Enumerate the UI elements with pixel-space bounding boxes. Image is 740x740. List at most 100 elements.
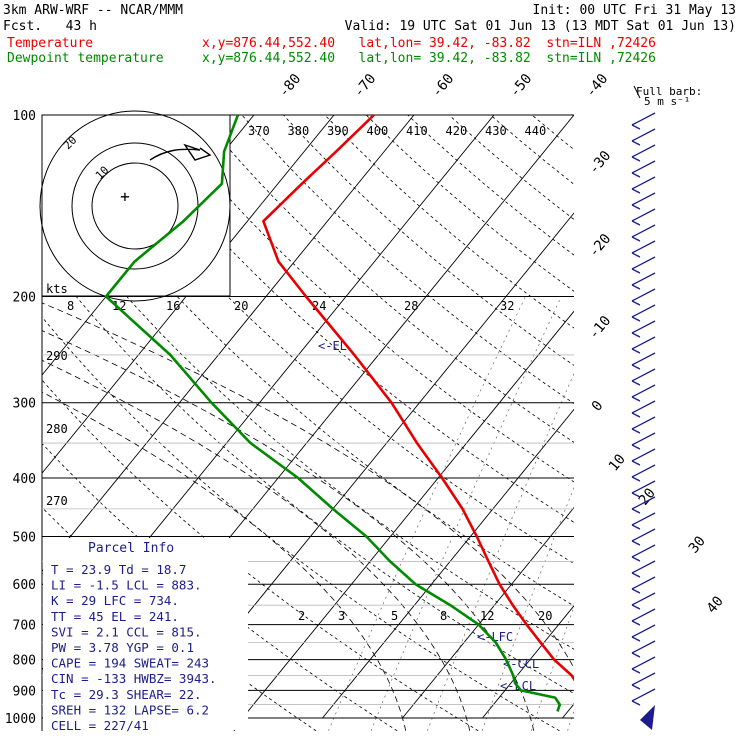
mixing-ratio-label: 28 (404, 299, 418, 313)
wind-barb (631, 576, 656, 594)
mixing-ratio-label: 20 (234, 299, 248, 313)
pressure-tick-label: 1000 (5, 712, 36, 727)
wind-barb (631, 480, 656, 498)
wind-barb (631, 528, 656, 546)
wind-barb (631, 368, 656, 386)
parcel-info-title: Parcel Info (88, 541, 174, 556)
isotherm-label: -10 (586, 313, 615, 343)
init-time: Init: 00 UTC Fri 31 May 13 (532, 3, 737, 18)
wind-barb (631, 112, 656, 130)
dry-adiabat-line (365, 115, 574, 292)
dry-adiabat-line (490, 115, 574, 185)
parcel-info-row: PW = 3.78 YGP = 0.1 (51, 640, 194, 655)
parcel-info-row: TT = 45 EL = 241. (51, 609, 179, 624)
isotherm-line (402, 506, 574, 719)
model-title: 3km ARW-WRF -- NCAR/MMM (3, 3, 184, 18)
mixing-ratio-line (427, 372, 574, 731)
wind-barb (631, 416, 656, 434)
parcel-info-row: CIN = -133 HWBZ= 3943. (51, 671, 217, 686)
wind-barb (631, 464, 656, 482)
isotherm-label: 0 (589, 398, 607, 415)
parcel-info-row: CELL = 227/41 (51, 718, 149, 733)
wind-barb (631, 320, 656, 338)
wind-barb (631, 544, 656, 562)
parcel-info-row: CAPE = 194 SWEAT= 243 (51, 656, 209, 671)
moist-adiabat-line (42, 302, 574, 669)
mixing-ratio-label: 12 (112, 299, 126, 313)
mixing-ratio-label: 16 (166, 299, 180, 313)
barb-key-line1: Full barb: (636, 85, 702, 98)
wind-barb (631, 336, 656, 354)
dry-adiabat-line (158, 115, 574, 483)
dry-adiabat-label: 290 (46, 349, 68, 363)
wind-barb (631, 144, 656, 162)
mixing-ratio-line (567, 709, 574, 731)
dry-adiabat-line (42, 253, 574, 694)
wind-barb (631, 656, 656, 674)
dewpoint-profile (104, 115, 562, 712)
mixing-ratio-label: 8 (440, 609, 447, 623)
barb-key-icon (633, 85, 641, 99)
wind-barb (631, 400, 656, 418)
wind-barb (631, 560, 656, 578)
valid-time: Valid: 19 UTC Sat 01 Jun 13 (13 MDT Sat … (344, 19, 736, 34)
dry-adiabat-line (117, 115, 574, 523)
mixing-ratio-label: 8 (67, 299, 74, 313)
pressure-tick-label: 300 (13, 397, 36, 412)
hodograph-ring (39, 110, 231, 302)
theta-label: 420 (446, 124, 468, 138)
wind-barb (631, 304, 656, 322)
legend-temperature-location: x,y=876.44,552.40 lat,lon= 39.42, -83.82… (202, 36, 656, 51)
mixing-ratio-label: 3 (338, 609, 345, 623)
parcel-info-row: SVI = 2.1 CCL = 815. (51, 624, 202, 639)
hodograph-trace (149, 143, 212, 161)
mixing-ratio-line (596, 297, 740, 731)
wind-barb (631, 224, 656, 242)
wind-barb (631, 688, 656, 706)
mixing-ratio-line (370, 296, 562, 731)
isotherm-line (42, 115, 335, 474)
theta-label: 380 (288, 124, 310, 138)
dry-adiabat-label: 280 (46, 422, 68, 436)
dry-adiabat-line (407, 115, 574, 256)
hodograph-center: + (120, 187, 130, 206)
isotherm-label: -20 (586, 231, 615, 261)
wind-barb (631, 288, 656, 306)
isotherm-line (322, 408, 574, 719)
pressure-tick-label: 500 (13, 530, 36, 545)
theta-label: 370 (248, 124, 270, 138)
mixing-ratio-label: 12 (480, 609, 494, 623)
level-annotation: <-CCL (503, 657, 539, 671)
dry-adiabat-label: 270 (46, 494, 68, 508)
parcel-info-row: K = 29 LFC = 734. (51, 593, 179, 608)
parcel-info-row: LI = -1.5 LCL = 883. (51, 578, 202, 593)
pressure-tick-label: 100 (13, 109, 36, 124)
mixing-ratio-label: 20 (538, 609, 552, 623)
isotherm-label: -80 (276, 71, 305, 101)
theta-label: 430 (485, 124, 507, 138)
mixing-ratio-line (641, 297, 740, 731)
isotherm-label: 30 (686, 533, 709, 556)
wind-barb (631, 352, 656, 370)
barb-key-line2: 5 m s⁻¹ (644, 95, 690, 108)
legend-dewpoint-location: x,y=876.44,552.40 lat,lon= 39.42, -83.82… (202, 51, 656, 66)
wind-barb (631, 256, 656, 274)
parcel-info-row: T = 23.9 Td = 18.7 (51, 562, 186, 577)
pressure-tick-label: 900 (13, 684, 36, 699)
isotherm-line (242, 310, 574, 719)
isotherm-line (42, 115, 415, 573)
mixing-ratio-label: 2 (298, 609, 305, 623)
moist-adiabat-line (42, 359, 471, 731)
theta-label: 410 (406, 124, 428, 138)
wind-barb (631, 176, 656, 194)
dry-adiabat-line (42, 571, 236, 731)
legend-dewpoint-name: Dewpoint temperature (7, 51, 164, 66)
wind-barb (631, 608, 656, 626)
isotherm-label: -60 (429, 71, 458, 101)
theta-label: 440 (525, 124, 547, 138)
dry-adiabat-line (42, 189, 574, 650)
isotherm-label: 10 (606, 451, 629, 474)
sounding-profiles (104, 115, 574, 712)
wind-barb (631, 384, 656, 402)
